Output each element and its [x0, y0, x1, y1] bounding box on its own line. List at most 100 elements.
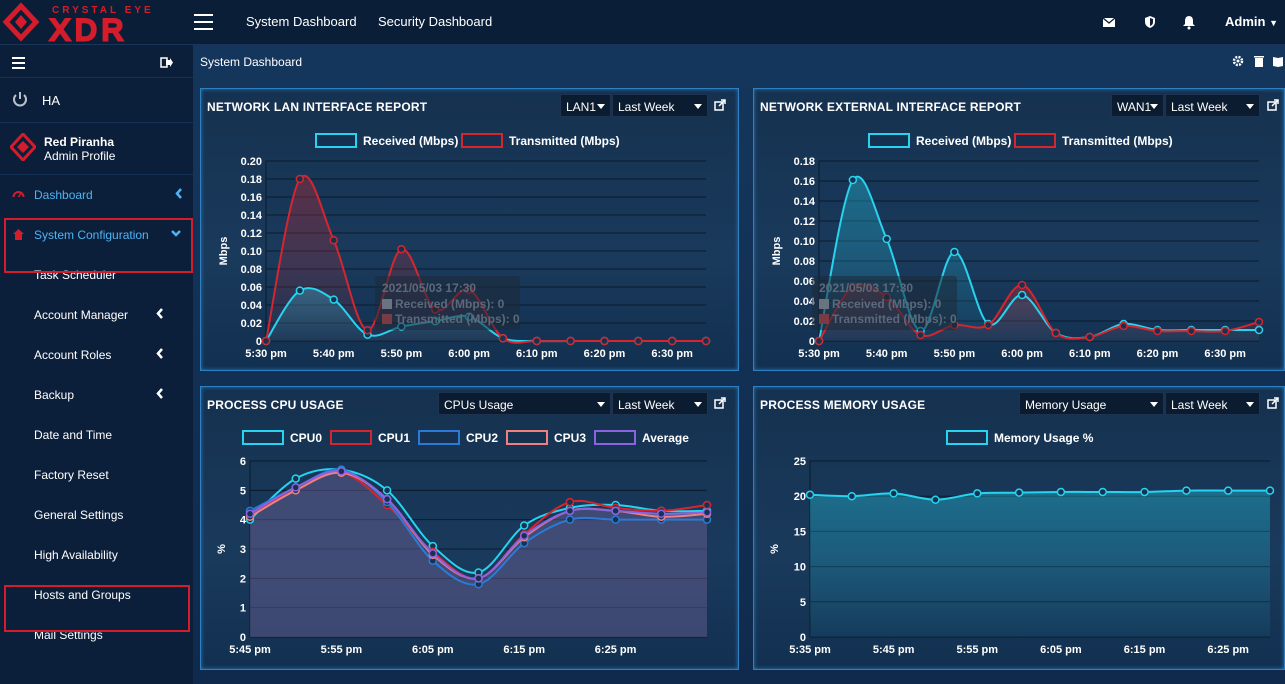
sidebar-item-general-settings[interactable]: General Settings: [0, 495, 193, 535]
data-point: [916, 330, 925, 340]
y-tick-label: 0: [240, 632, 246, 644]
legend-label: Received (Mbps): [916, 134, 1011, 148]
x-tick-label: 6:15 pm: [1124, 644, 1166, 656]
memory-range-select[interactable]: Last Week: [1165, 392, 1260, 415]
y-tick-label: 0: [800, 632, 806, 644]
tooltip-swatch: [819, 299, 829, 309]
shield-icon[interactable]: [1142, 14, 1158, 30]
data-point: [519, 531, 529, 541]
external-link-icon[interactable]: [1267, 99, 1279, 111]
data-point: [291, 474, 300, 483]
y-tick-label: 0.02: [241, 318, 262, 330]
sidebar-item-account-manager[interactable]: Account Manager: [0, 295, 193, 335]
y-tick-label: 3: [240, 544, 246, 556]
trash-icon[interactable]: [1253, 55, 1265, 67]
legend-label: Memory Usage %: [994, 431, 1094, 445]
x-tick-label: 6:20 pm: [1137, 348, 1179, 360]
panel-wan-report: NETWORK EXTERNAL INTERFACE REPORT WAN1 L…: [753, 88, 1285, 371]
gear-icon[interactable]: [1232, 55, 1244, 67]
y-tick-label: 0.08: [241, 264, 262, 276]
data-point: [363, 325, 372, 335]
y-tick-label: 4: [240, 515, 247, 527]
main-content: System Dashboard NETWORK LAN INTERFACE R…: [193, 45, 1285, 684]
home-icon: [13, 229, 24, 240]
data-point: [973, 489, 982, 498]
wan-range-select[interactable]: Last Week: [1165, 94, 1260, 117]
x-tick-label: 5:30 pm: [798, 348, 840, 360]
cpu-range-select[interactable]: Last Week: [612, 392, 708, 415]
book-icon[interactable]: [1272, 55, 1284, 67]
sidebar-item-label: Dashboard: [34, 188, 93, 202]
chevron-down-icon: ▼: [1269, 18, 1278, 28]
wan-interface-value: WAN1: [1117, 100, 1152, 114]
legend-swatch: [242, 430, 284, 445]
bell-icon[interactable]: [1181, 14, 1197, 30]
cpu-mode-select[interactable]: CPUs Usage: [438, 392, 611, 415]
lan-range-select[interactable]: Last Week: [612, 94, 708, 117]
mail-icon[interactable]: [1101, 14, 1117, 30]
profile-card[interactable]: Red Piranha Admin Profile: [0, 123, 193, 175]
external-link-icon[interactable]: [714, 397, 726, 409]
data-point: [1017, 290, 1027, 300]
y-tick-label: 0.20: [241, 156, 262, 168]
data-point: [1119, 321, 1128, 331]
menu-toggle-icon[interactable]: [194, 14, 213, 30]
sidebar-menu: Dashboard System Configuration Task Schedu…: [0, 175, 193, 655]
sidebar-collapse-icon[interactable]: [12, 57, 25, 69]
sidebar-item-high-availability[interactable]: High Availability: [0, 535, 193, 575]
data-point: [498, 334, 508, 343]
y-tick-label: 15: [794, 526, 806, 538]
ha-status[interactable]: HA: [0, 78, 193, 123]
crystal-eye-logo[interactable]: CRYSTAL EYE XDR: [0, 0, 193, 45]
y-tick-label: 0.08: [794, 256, 815, 268]
data-point: [847, 491, 857, 501]
lan-interface-select[interactable]: LAN1: [560, 94, 611, 117]
panel-cpu-title: PROCESS CPU USAGE: [207, 398, 344, 412]
external-link-icon[interactable]: [714, 99, 726, 111]
x-tick-label: 5:55 pm: [956, 644, 998, 656]
external-link-icon[interactable]: [1267, 397, 1279, 409]
tooltip-line: Transmitted (Mbps): 0: [395, 312, 520, 326]
x-tick-label: 6:10 pm: [516, 348, 558, 360]
panel-wan-title: NETWORK EXTERNAL INTERFACE REPORT: [760, 100, 1022, 114]
admin-menu[interactable]: Admin ▼: [1225, 14, 1278, 29]
nav-system-dashboard[interactable]: System Dashboard: [246, 14, 357, 29]
lan-range-value: Last Week: [618, 100, 675, 114]
data-point: [397, 244, 406, 254]
data-point: [1254, 317, 1264, 327]
logout-icon[interactable]: [160, 56, 173, 69]
sidebar-item-label: Account Manager: [34, 308, 129, 322]
data-point: [1182, 486, 1191, 495]
sidebar-item-hosts-and-groups[interactable]: Hosts and Groups: [0, 575, 193, 615]
sidebar-item-account-roles[interactable]: Account Roles: [0, 335, 193, 375]
data-point: [1085, 332, 1095, 342]
sidebar-item-factory-reset[interactable]: Factory Reset: [0, 455, 193, 495]
sidebar-toolbar: [0, 45, 193, 78]
wan-chart: 0 0.02 0.04 0.06 0.08 0.10 0.12 0.14 0.16 0.18 Mbp…: [771, 133, 1264, 360]
y-axis-label: %: [769, 544, 781, 554]
nav-security-dashboard[interactable]: Security Dashboard: [378, 14, 493, 29]
sidebar-item-dashboard[interactable]: Dashboard: [0, 175, 193, 215]
sidebar-item-label: Mail Settings: [34, 628, 103, 642]
data-point: [1254, 325, 1264, 335]
sidebar-item-system-configuration[interactable]: System Configuration: [0, 215, 193, 255]
sidebar-item-date-and-time[interactable]: Date and Time: [0, 415, 193, 455]
data-point: [295, 286, 305, 295]
data-point: [565, 497, 575, 507]
y-tick-label: 0.04: [241, 300, 263, 312]
wan-interface-select[interactable]: WAN1: [1111, 94, 1164, 117]
data-point: [329, 295, 338, 304]
logo-top-text: CRYSTAL EYE: [52, 5, 154, 16]
data-point: [1153, 326, 1162, 336]
sidebar-item-mail-settings[interactable]: Mail Settings: [0, 615, 193, 655]
sidebar-item-backup[interactable]: Backup: [0, 375, 193, 415]
y-axis-label: %: [216, 544, 228, 554]
sidebar-item-task-scheduler[interactable]: Task Scheduler: [0, 255, 193, 295]
memory-mode-select[interactable]: Memory Usage: [1019, 392, 1164, 415]
tooltip-box: [375, 276, 520, 330]
data-point: [382, 494, 392, 504]
power-icon: [13, 92, 27, 107]
data-point: [702, 508, 712, 517]
legend-label: Transmitted (Mbps): [509, 134, 620, 148]
y-tick-label: 5: [240, 485, 246, 497]
